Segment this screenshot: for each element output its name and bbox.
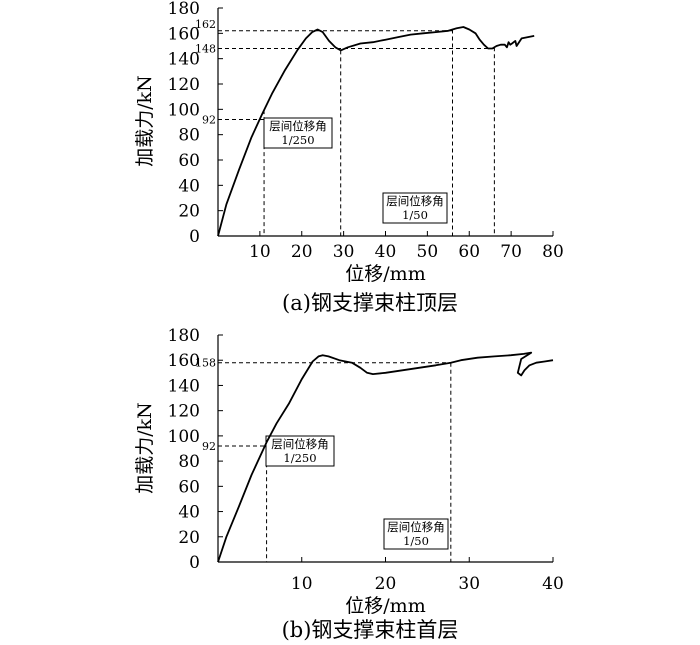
annotation-line-2: 1/250 [283,451,316,465]
y-tick-label: 20 [178,202,200,222]
y-axis-title: 加载力/kN [134,402,156,494]
x-tick-label: 20 [291,242,313,262]
x-axis-title: 位移/mm [345,263,425,285]
x-tick-label: 50 [417,242,439,262]
y-tick-label: 180 [168,0,200,19]
y-tick-label: 80 [178,452,200,472]
annotation-line-1: 层间位移角 [387,520,445,534]
annotation-line-2: 1/250 [281,133,314,147]
y-value-mark: 162 [195,18,216,31]
annotation-line-2: 1/50 [403,534,429,548]
annotation-box [382,192,448,224]
y-tick-label: 120 [168,402,200,422]
y-tick-label: 140 [168,376,200,396]
y-value-mark: 158 [195,357,216,370]
y-tick-label: 60 [178,151,200,171]
chart-panel-a: 0 20 40 60 80 100 120 140 160 180 10 20 30 40 50 60 70 80… [134,0,564,315]
annotation-line-1: 层间位移角 [269,119,327,133]
y-tick-label: 140 [168,50,200,70]
x-tick-label: 60 [458,242,480,262]
x-tick-label: 10 [249,242,271,262]
y-tick-label: 60 [178,477,200,497]
annotation-line-1: 层间位移角 [271,437,329,451]
y-tick-label: 0 [189,227,200,247]
y-tick-label: 160 [168,24,200,44]
annotation-line-1: 层间位移角 [386,194,444,208]
x-tick-label: 70 [500,242,522,262]
y-value-mark: 148 [195,43,216,56]
annotation-box [263,117,333,149]
x-tick-label: 80 [542,242,564,262]
x-tick-label: 40 [542,574,564,594]
x-tick-label: 40 [375,242,397,262]
y-axis-title: 加载力/kN [134,75,156,167]
x-tick-label: 20 [375,574,397,594]
annotation-box [383,518,449,550]
x-tick-label: 10 [291,574,313,594]
y-tick-label: 100 [168,100,200,120]
y-tick-label: 100 [168,427,200,447]
y-tick-label: 40 [178,503,200,523]
x-tick-label: 30 [458,574,480,594]
series-line [217,351,554,563]
x-axis-title: 位移/mm [345,595,425,617]
y-tick-label: 40 [178,176,200,196]
y-tick-label: 160 [168,351,200,371]
y-tick-label: 80 [178,126,200,146]
y-tick-label: 0 [189,553,200,573]
series-line [217,26,535,237]
y-tick-label: 20 [178,528,200,548]
annotation-box [265,435,335,467]
y-tick-label: 180 [168,326,200,346]
y-value-mark: 92 [202,440,216,453]
panel-caption: (b)钢支撑束柱首层 [282,618,459,642]
y-value-mark: 92 [202,113,216,126]
y-tick-label: 120 [168,75,200,95]
x-tick-label: 30 [333,242,355,262]
chart-panel-b: 0 20 40 60 80 100 120 140 160 180 10 20 30 40 加载力/kN 位移… [134,326,564,642]
panel-caption: (a)钢支撑束柱顶层 [282,291,458,315]
annotation-line-2: 1/50 [402,208,428,222]
